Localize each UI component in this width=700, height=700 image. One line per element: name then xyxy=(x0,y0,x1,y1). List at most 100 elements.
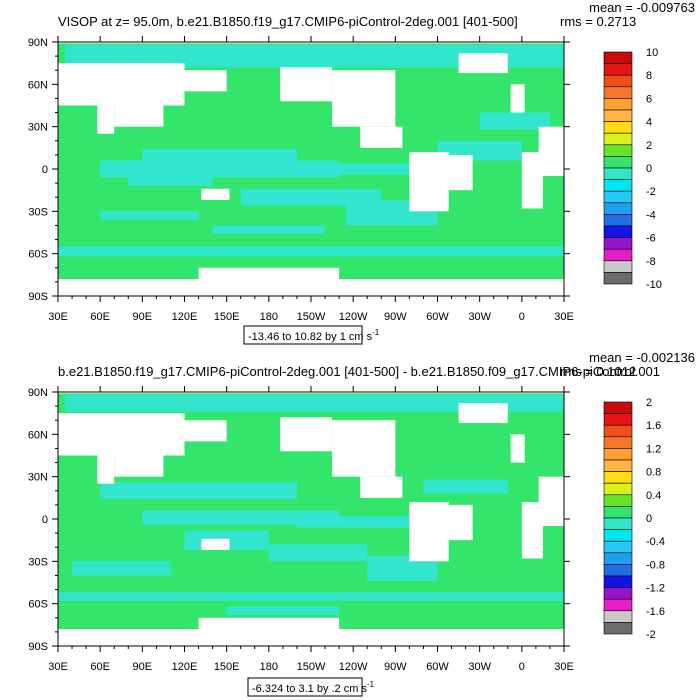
ocean-cyan-patch xyxy=(128,169,213,186)
mean-label: mean = -0.002136 xyxy=(589,350,695,365)
landmass-greenland xyxy=(458,403,508,424)
landmass-india xyxy=(114,455,164,477)
x-tick-label: 120W xyxy=(339,311,368,323)
x-tick-label: 30E xyxy=(48,661,68,673)
landmass-antarctica-shelf xyxy=(198,267,340,280)
colorbar-label: -2 xyxy=(646,629,656,641)
colorbar-label: -1.2 xyxy=(646,583,665,595)
colorbar-box xyxy=(603,225,633,238)
landmass-north-america xyxy=(332,70,396,127)
x-tick-label: 60W xyxy=(426,661,449,673)
landmass-antarctica xyxy=(58,279,564,296)
colorbar-box xyxy=(603,272,633,285)
map-axes: 30E 60E 90E 120E 150E 180 150W 120W 90W 60W 30W 0 30… xyxy=(28,36,574,323)
ocean-cyan-patch xyxy=(423,479,508,494)
map-area xyxy=(58,393,565,646)
ocean-cyan-patch xyxy=(479,112,550,130)
x-tick-label: 150W xyxy=(297,311,326,323)
colorbar-label: 0.4 xyxy=(646,490,661,502)
colorbar-box xyxy=(603,564,633,577)
ocean-cyan-patch xyxy=(212,225,326,234)
y-tick-label: 60S xyxy=(28,599,48,611)
ocean-cyan-patch xyxy=(65,394,565,412)
y-tick-label: 30N xyxy=(28,472,48,484)
colorbar-label: -4 xyxy=(646,209,656,221)
colorbar-box xyxy=(603,610,633,623)
colorbar-box xyxy=(603,214,633,227)
colorbar-label: 1.6 xyxy=(646,420,661,432)
landmass-asia-west xyxy=(58,63,185,106)
x-tick-label: 150E xyxy=(214,311,240,323)
colorbar-box xyxy=(603,622,633,635)
x-tick-label: 60E xyxy=(90,661,110,673)
colorbar-box xyxy=(603,260,633,273)
x-tick-label: 120E xyxy=(172,311,198,323)
colorbar: 2 1.6 1.2 0.8 0.4 0 -0.4 -0.8 -1.2 -1.6 -2 xyxy=(603,397,665,641)
mean-label: mean = -0.009763 xyxy=(589,0,695,15)
y-tick-label: 90S xyxy=(28,641,48,653)
x-tick-label: 30W xyxy=(468,311,491,323)
colorbar-box xyxy=(603,74,633,88)
landmass-australia xyxy=(201,538,230,551)
landmass-alaska xyxy=(280,67,333,102)
colorbar-label: 0 xyxy=(646,163,652,175)
colorbar-box xyxy=(603,109,633,122)
colorbar-label: -1.6 xyxy=(646,606,665,618)
top-panel: VISOP at z= 95.0m, b.e21.B1850.f19_g17.C… xyxy=(28,0,695,345)
range-label-text: -6.324 to 3.1 by .2 cm s xyxy=(252,683,367,695)
colorbar-box xyxy=(603,179,633,192)
colorbar-box xyxy=(603,575,633,588)
y-tick-label: 60S xyxy=(28,249,48,261)
colorbar-label: 2 xyxy=(646,140,652,152)
range-label-exponent: -1 xyxy=(372,328,380,337)
y-tick-label: 0 xyxy=(42,514,48,526)
colorbar-box xyxy=(603,167,633,180)
landmass-africa-north xyxy=(538,476,564,527)
colorbar-box xyxy=(603,156,633,169)
colorbar-box xyxy=(603,424,633,438)
landmass-antarctica xyxy=(58,629,564,646)
colorbar-label: 4 xyxy=(646,117,652,129)
colorbar-box xyxy=(603,86,633,99)
x-tick-label: 150W xyxy=(297,661,326,673)
landmass-asia-north xyxy=(184,70,227,92)
map-axes: 30E 60E 90E 120E 150E 180 150W 120W 90W 60W 30W 0 30… xyxy=(28,386,574,673)
bottom-panel: b.e21.B1850.f19_g17.CMIP6-piControl-2deg… xyxy=(28,350,695,697)
colorbar-box xyxy=(603,98,633,111)
colorbar: 10 8 6 4 2 0 -2 -4 -6 -8 -10 xyxy=(603,47,662,291)
colorbar-label: 2 xyxy=(646,397,652,409)
colorbar-box xyxy=(603,540,633,554)
x-tick-label: 60E xyxy=(90,311,110,323)
ocean-cyan-patch xyxy=(58,246,564,257)
ocean-cyan-patch xyxy=(296,163,438,175)
landmass-brazil xyxy=(437,154,473,191)
landmass-central-america xyxy=(360,126,403,148)
landmass-arabia xyxy=(97,455,115,484)
colorbar-box xyxy=(603,190,633,204)
landmass-alaska xyxy=(280,417,333,452)
ocean-cyan-patch xyxy=(100,211,199,220)
ocean-cyan-patch xyxy=(296,516,438,528)
landmass-greenland xyxy=(458,53,508,74)
colorbar-label: -6 xyxy=(646,233,656,245)
x-tick-label: 90W xyxy=(384,311,407,323)
landmass-antarctica-shelf xyxy=(198,617,340,630)
x-tick-label: 90W xyxy=(384,661,407,673)
landmass-north-america xyxy=(332,420,396,477)
landmass-europe xyxy=(510,434,525,463)
colorbar-box xyxy=(603,51,633,64)
colorbar-box xyxy=(603,598,633,612)
colorbar-box xyxy=(603,506,633,519)
y-tick-label: 90S xyxy=(28,291,48,303)
x-tick-label: 0 xyxy=(519,311,525,323)
y-tick-label: 60N xyxy=(28,429,48,441)
landmass-asia-west xyxy=(58,413,185,456)
x-tick-label: 180 xyxy=(260,311,278,323)
x-tick-label: 180 xyxy=(260,661,278,673)
ocean-cyan-patch xyxy=(226,606,340,615)
landmass-asia-north xyxy=(184,420,227,442)
ocean-cyan-patch xyxy=(142,149,297,164)
ocean-cyan-patch xyxy=(268,544,368,562)
colorbar-label: -10 xyxy=(646,279,662,291)
colorbar-box xyxy=(603,132,633,146)
